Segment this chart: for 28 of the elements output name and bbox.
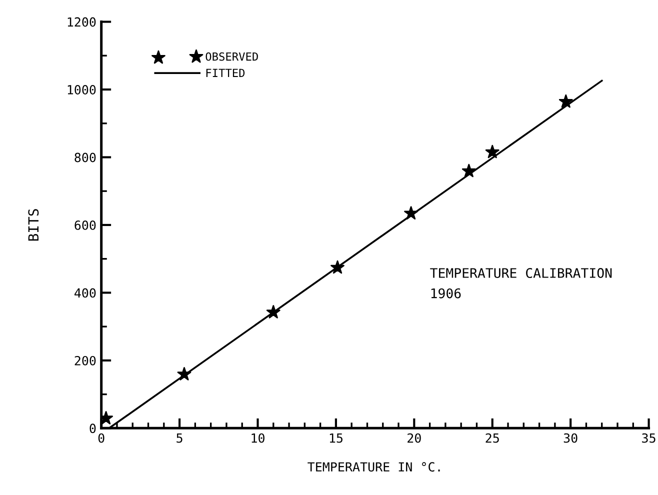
point <box>485 144 500 158</box>
x-tick-label: 25 <box>486 433 499 443</box>
x-tick-label: 15 <box>330 433 342 443</box>
point <box>266 305 280 318</box>
x-axis-title: TEMPERATURE IN °C. <box>308 462 440 472</box>
annotation: TEMPERATURE CALIBRATION <box>430 268 612 278</box>
x-tick-label: 0 <box>98 433 104 443</box>
y-tick-label: 0 <box>90 424 96 434</box>
point <box>558 94 573 108</box>
y-tick-label: 600 <box>74 220 96 230</box>
point <box>330 260 344 274</box>
x-tick-label: 5 <box>176 433 182 443</box>
y-tick-label: 1200 <box>68 17 96 27</box>
x-tick-label: 10 <box>252 433 264 443</box>
legend-label: OBSERVED <box>206 52 258 61</box>
y-tick-label: 200 <box>74 356 96 366</box>
point <box>462 164 476 178</box>
point <box>177 367 192 380</box>
y-tick-label: 800 <box>74 152 96 162</box>
y-axis-title: BITS <box>28 209 39 241</box>
y-tick-label: 1000 <box>68 85 96 94</box>
legend-label: FITTED <box>206 68 245 77</box>
x-tick-label: 30 <box>564 433 578 443</box>
x-tick-label: 20 <box>408 433 421 443</box>
y-tick-label: 400 <box>74 288 96 298</box>
x-tick-label: 35 <box>642 433 656 443</box>
point <box>404 206 418 220</box>
annotation: 1906 <box>431 288 461 298</box>
